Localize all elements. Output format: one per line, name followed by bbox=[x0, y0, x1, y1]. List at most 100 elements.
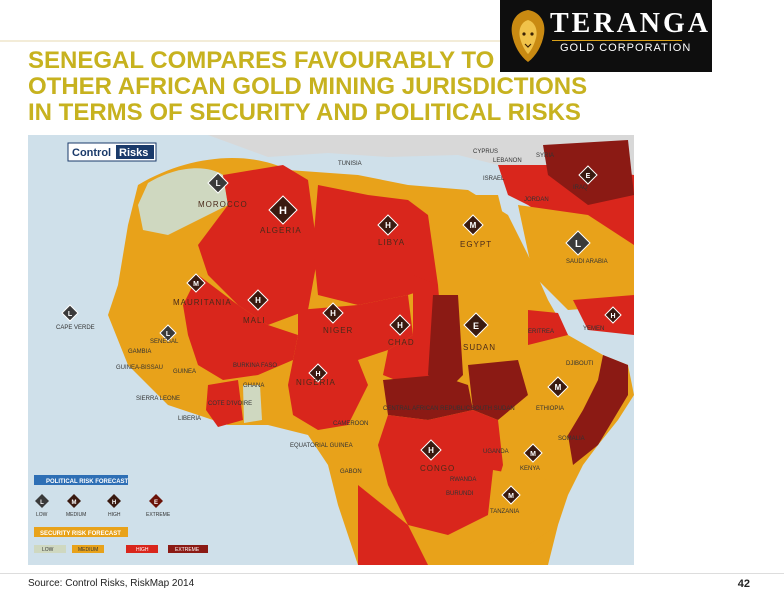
title-line: IN TERMS OF SECURITY AND POLITICAL RISKS bbox=[28, 99, 581, 126]
political-legend-extreme: E EXTREME bbox=[146, 494, 171, 518]
marker-sudan: E bbox=[463, 312, 489, 338]
region-mali bbox=[183, 275, 298, 380]
svg-text:H: H bbox=[279, 205, 287, 217]
region-chad bbox=[383, 275, 443, 385]
label-guinea: GUINEA bbox=[173, 369, 196, 375]
svg-text:LOW: LOW bbox=[36, 512, 48, 518]
svg-text:H: H bbox=[315, 371, 320, 378]
label-lebanon: LEBANON bbox=[493, 158, 522, 164]
label-south-sudan: SOUTH SUDAN bbox=[471, 406, 515, 412]
label-morocco: MOROCCO bbox=[198, 200, 248, 209]
label-algeria: ALGERIA bbox=[260, 226, 302, 235]
marker-yemen: H bbox=[604, 306, 622, 324]
marker-libya: H bbox=[377, 214, 399, 236]
lion-head-icon bbox=[511, 10, 545, 62]
political-legend-low: L LOW bbox=[35, 494, 49, 518]
label-somalia: SOMALIA bbox=[558, 436, 585, 442]
risk-map: Control Risks H H M L L M bbox=[28, 135, 634, 565]
label-israel: ISRAEL bbox=[483, 176, 505, 182]
source-note: Source: Control Risks, RiskMap 2014 bbox=[28, 578, 195, 589]
label-cape-verde: CAPE VERDE bbox=[56, 325, 95, 331]
label-liberia: LIBERIA bbox=[178, 416, 201, 422]
label-congo: CONGO bbox=[420, 464, 455, 473]
svg-text:M: M bbox=[470, 221, 477, 230]
svg-text:EXTREME: EXTREME bbox=[146, 512, 171, 518]
region-sudan bbox=[443, 275, 528, 365]
svg-text:HIGH: HIGH bbox=[108, 512, 121, 518]
label-guinea-bissau: GUINEA-BISSAU bbox=[116, 365, 163, 371]
label-eritrea: ERITREA bbox=[528, 329, 554, 335]
marker-congo: H bbox=[420, 439, 442, 461]
risk-markers: H H M L L M H H bbox=[61, 165, 622, 505]
security-legend-bar bbox=[34, 527, 128, 537]
label-kenya: KENYA bbox=[520, 466, 540, 472]
label-senegal: SENEGAL bbox=[150, 339, 179, 345]
svg-text:H: H bbox=[428, 446, 434, 455]
marker-algeria: H bbox=[268, 195, 298, 225]
svg-text:MEDIUM: MEDIUM bbox=[66, 512, 86, 518]
label-yemen: YEMEN bbox=[583, 326, 604, 332]
atlantic-cutout bbox=[38, 290, 98, 320]
slide-title: SENEGAL COMPARES FAVOURABLY TO OTHER AFR… bbox=[28, 48, 588, 126]
svg-text:M: M bbox=[555, 383, 562, 392]
security-legend-title: SECURITY RISK FORECAST bbox=[40, 531, 121, 537]
region-south-sudan bbox=[468, 360, 528, 420]
label-cyprus: CYPRUS bbox=[473, 149, 498, 155]
region-saudi-arabia bbox=[518, 205, 634, 310]
title-line: SENEGAL COMPARES FAVOURABLY TO bbox=[28, 47, 495, 74]
region-somalia bbox=[568, 355, 628, 465]
footer-rule bbox=[0, 573, 784, 574]
security-swatch-medium bbox=[72, 545, 104, 553]
region-egypt bbox=[438, 195, 518, 275]
security-label-high: HIGH bbox=[136, 547, 149, 553]
region-yemen bbox=[573, 295, 634, 335]
label-jordan: JORDAN bbox=[524, 197, 549, 203]
marker-chad: H bbox=[389, 314, 411, 336]
label-sierra-leone: SIERRA LEONE bbox=[136, 396, 180, 402]
svg-text:M: M bbox=[508, 493, 514, 500]
control-risks-badge: Control Risks bbox=[67, 142, 157, 162]
svg-text:L: L bbox=[166, 331, 171, 338]
label-djibouti: DJIBOUTI bbox=[566, 361, 594, 367]
marker-cape-verde: L bbox=[61, 304, 79, 322]
political-legend-medium: M MEDIUM bbox=[66, 494, 86, 518]
marker-morocco: L bbox=[207, 172, 229, 194]
svg-text:L: L bbox=[68, 311, 73, 318]
label-cameroon: CAMEROON bbox=[333, 421, 368, 427]
label-iraq: IRAQ bbox=[573, 185, 588, 191]
marker-nigeria: H bbox=[308, 363, 328, 383]
svg-text:H: H bbox=[610, 313, 615, 320]
label-mauritania: MAURITANIA bbox=[173, 298, 232, 307]
svg-text:E: E bbox=[586, 173, 591, 180]
svg-text:L: L bbox=[40, 500, 44, 506]
svg-text:H: H bbox=[255, 296, 261, 305]
publisher-left: Control bbox=[72, 147, 111, 159]
label-nigeria: NIGERIA bbox=[296, 378, 336, 387]
label-sudan: SUDAN bbox=[463, 343, 496, 352]
label-niger: NIGER bbox=[323, 326, 353, 335]
security-label-extreme: EXTREME bbox=[175, 547, 200, 553]
label-mali: MALI bbox=[243, 316, 266, 325]
marker-saudi: L bbox=[565, 230, 591, 256]
marker-kenya: M bbox=[523, 443, 543, 463]
region-drc bbox=[378, 410, 503, 535]
marker-iraq: E bbox=[578, 165, 598, 185]
region-cote-divoire bbox=[206, 380, 243, 427]
label-ethiopia: ETHIOPIA bbox=[536, 406, 564, 412]
security-swatch-low bbox=[34, 545, 66, 553]
page-number: 42 bbox=[737, 578, 750, 590]
label-gambia: GAMBIA bbox=[128, 349, 151, 355]
label-ghana: GHANA bbox=[243, 383, 264, 389]
region-niger bbox=[293, 295, 413, 360]
marker-niger: H bbox=[322, 302, 344, 324]
svg-text:E: E bbox=[473, 321, 479, 331]
legend: POLITICAL RISK FORECAST L LOW M MEDIUM H… bbox=[34, 475, 208, 553]
svg-text:H: H bbox=[112, 500, 116, 506]
security-swatch-extreme bbox=[168, 545, 208, 553]
marker-ethiopia: M bbox=[547, 376, 569, 398]
region-morocco bbox=[138, 168, 228, 235]
svg-text:E: E bbox=[154, 500, 158, 506]
label-chad: CHAD bbox=[388, 338, 415, 347]
label-egypt: EGYPT bbox=[460, 240, 492, 249]
region-angola bbox=[358, 485, 428, 565]
